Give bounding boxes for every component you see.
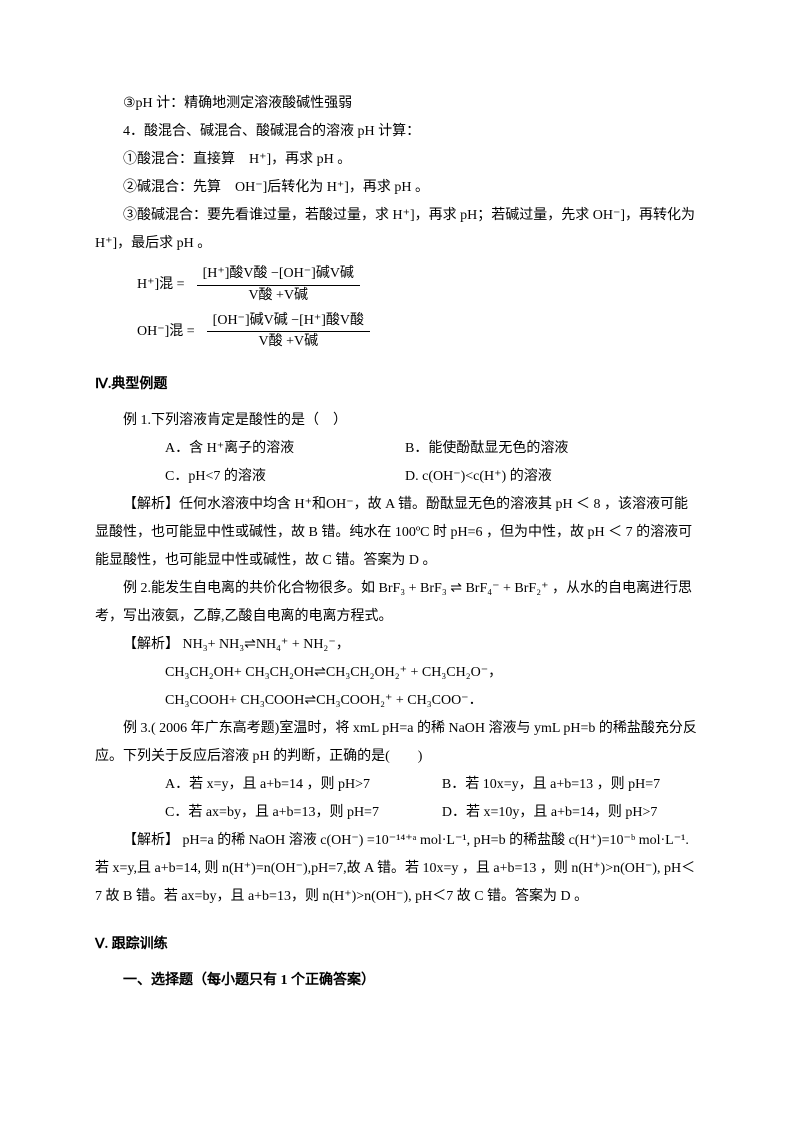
formula-oh-minus: OH⁻]混 = [OH⁻]碱V碱 −[H⁺]酸V酸 V酸 +V碱 [137, 313, 699, 352]
section5-subtitle: 一、选择题（每小题只有 1 个正确答案） [95, 967, 699, 995]
formula-oh-num: [OH⁻]碱V碱 −[H⁺]酸V酸 [207, 313, 370, 333]
example3-option-d: D．若 x=10y，且 a+b=14，则 pH>7 [442, 799, 699, 827]
formula-h-den: V酸 +V碱 [242, 286, 314, 305]
example2-eq3: CH₃COOH+ CH₃COOH⇌CH₃COOH₂⁺ + CH₃COO⁻． [165, 687, 699, 715]
example1-option-b: B．能使酚酞显无色的溶液 [405, 435, 665, 463]
line-section4: 4．酸混合、碱混合、酸碱混合的溶液 pH 计算： [95, 118, 699, 146]
line-base-mix: ②碱混合：先算 OH⁻]后转化为 H⁺]，再求 pH 。 [95, 174, 699, 202]
formula-oh-fraction: [OH⁻]碱V碱 −[H⁺]酸V酸 V酸 +V碱 [207, 313, 370, 352]
line-ph-meter: ③pH 计：精确地测定溶液酸碱性强弱 [95, 90, 699, 118]
line-acid-base-mix: ③酸碱混合：要先看谁过量，若酸过量，求 H⁺]，再求 pH；若碱过量，先求 OH… [95, 202, 699, 258]
example1-answer: 【解析】任何水溶液中均含 H⁺和OH⁻，故 A 错。酚酞显无色的溶液其 pH ＜… [95, 491, 699, 575]
example3-options-row1: A．若 x=y，且 a+b=14 ，则 pH>7 B．若 10x=y，且 a+b… [165, 771, 699, 799]
line-acid-mix: ①酸混合：直接算 H⁺]，再求 pH 。 [95, 146, 699, 174]
example3-option-a: A．若 x=y，且 a+b=14 ，则 pH>7 [165, 771, 442, 799]
example2-answer-label: 【解析】 [123, 637, 179, 652]
example1-options-row1: A．含 H⁺离子的溶液 B．能使酚酞显无色的溶液 [165, 435, 699, 463]
example3-options-row2: C．若 ax=by，且 a+b=13，则 pH=7 D．若 x=10y，且 a+… [165, 799, 699, 827]
formula-oh-label: OH⁻]混 = [137, 318, 195, 346]
example2-eq2: CH₃CH₂OH+ CH₃CH₂OH⇌CH₃CH₂OH₂⁺ + CH₃CH₂O⁻… [165, 659, 699, 687]
formula-h-label: H⁺]混 = [137, 271, 185, 299]
example3-answer: 【解析】 pH=a 的稀 NaOH 溶液 c(OH⁻) =10⁻¹⁴⁺ᵃ mol… [95, 827, 699, 911]
formula-h-fraction: [H⁺]酸V酸 −[OH⁻]碱V碱 V酸 +V碱 [197, 266, 360, 305]
example3-option-c: C．若 ax=by，且 a+b=13，则 pH=7 [165, 799, 442, 827]
formula-h-num: [H⁺]酸V酸 −[OH⁻]碱V碱 [197, 266, 360, 286]
example3-option-b: B．若 10x=y，且 a+b=13 ，则 pH=7 [442, 771, 699, 799]
example1-option-a: A．含 H⁺离子的溶液 [165, 435, 405, 463]
formula-oh-den: V酸 +V碱 [253, 332, 325, 351]
example1-option-c: C．pH<7 的溶液 [165, 463, 405, 491]
example2-answer-line1: 【解析】 NH₃+ NH₃⇌NH₄⁺ + NH₂⁻， [95, 631, 699, 659]
formula-h-plus: H⁺]混 = [H⁺]酸V酸 −[OH⁻]碱V碱 V酸 +V碱 [137, 266, 699, 305]
section4-title: Ⅳ.典型例题 [95, 371, 699, 399]
example1-options-row2: C．pH<7 的溶液 D. c(OH⁻)<c(H⁺) 的溶液 [165, 463, 699, 491]
example2-question: 例 2.能发生自电离的共价化合物很多。如 BrF₃ + BrF₃ ⇌ BrF₄⁻… [95, 575, 699, 631]
example1-option-d: D. c(OH⁻)<c(H⁺) 的溶液 [405, 463, 665, 491]
example1-question: 例 1.下列溶液肯定是酸性的是（ ） [95, 407, 699, 435]
example2-eq1: NH₃+ NH₃⇌NH₄⁺ + NH₂⁻， [183, 637, 350, 652]
example3-question: 例 3.( 2006 年广东高考题)室温时，将 xmL pH=a 的稀 NaOH… [95, 715, 699, 771]
section5-title: Ⅴ. 跟踪训练 [95, 931, 699, 959]
